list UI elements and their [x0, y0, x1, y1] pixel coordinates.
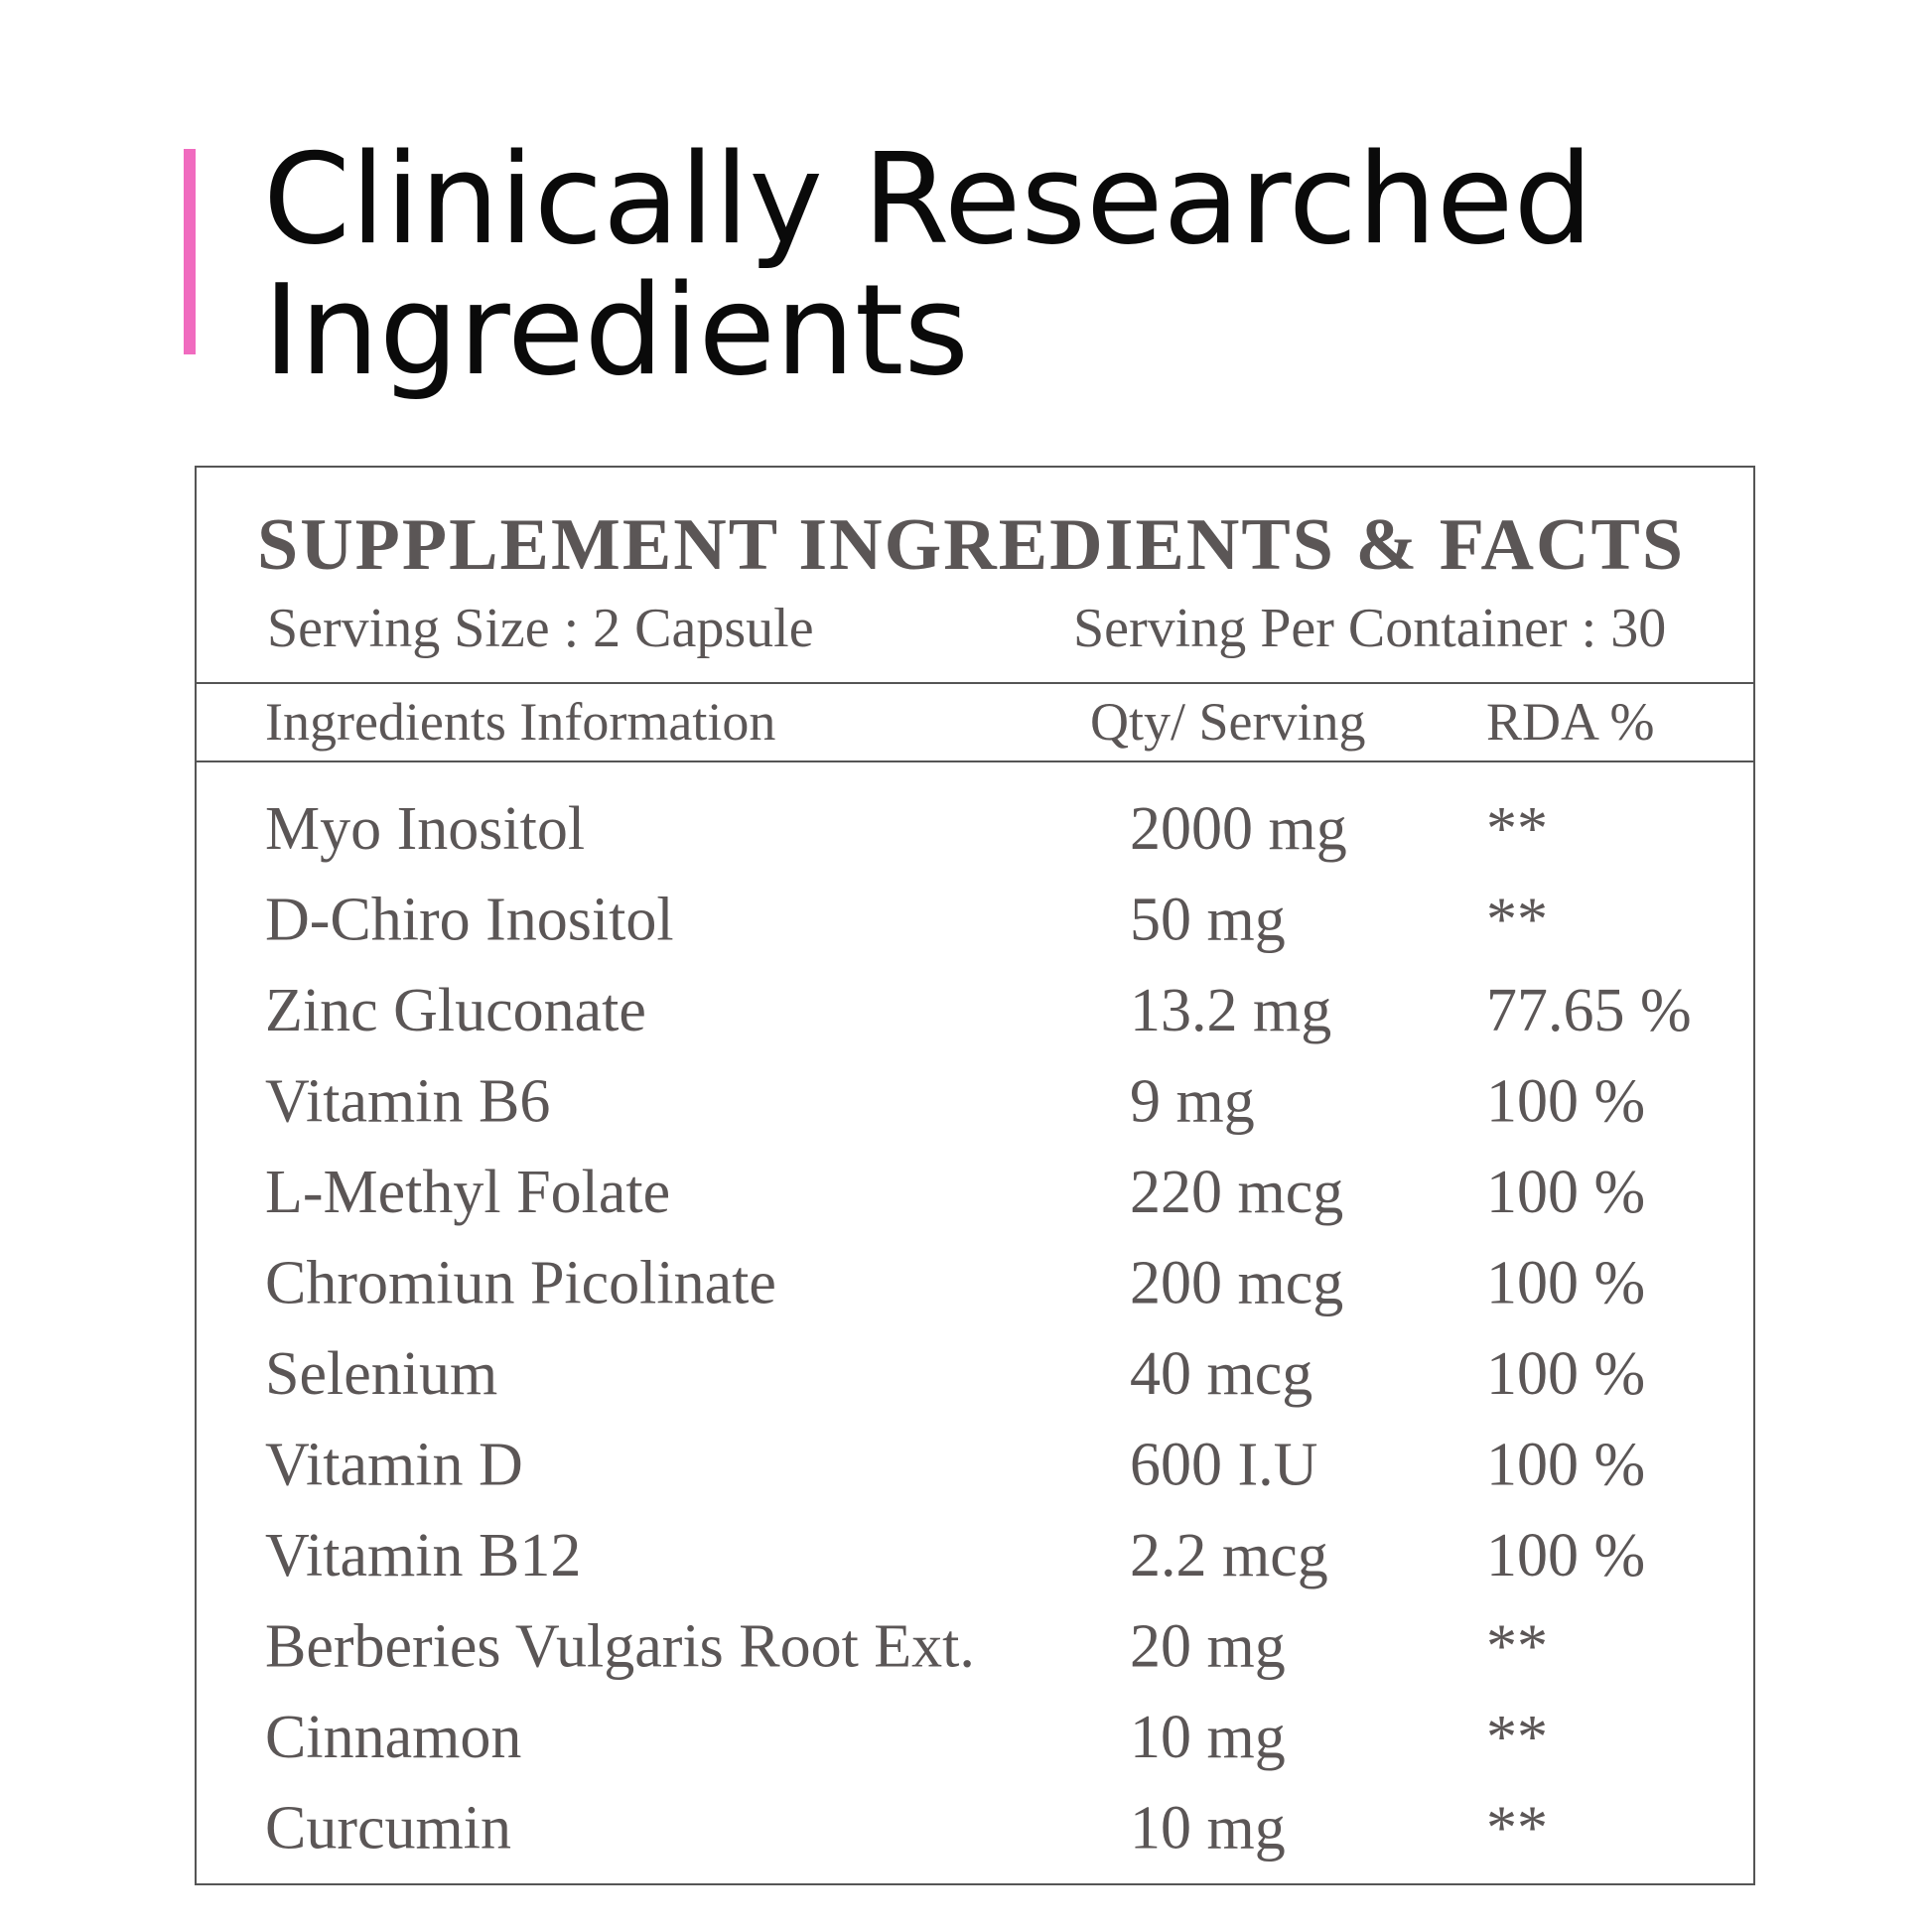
ingredient-rda: 100 %	[1486, 1250, 1645, 1317]
ingredient-qty: 10 mg	[1130, 1704, 1286, 1771]
column-header: Qty/ Serving	[1090, 692, 1366, 752]
ingredient-qty: 50 mg	[1130, 887, 1286, 954]
ingredient-rda: **	[1486, 1613, 1548, 1681]
ingredient-name: Vitamin D	[265, 1432, 523, 1499]
ingredient-rda: 100 %	[1486, 1159, 1645, 1226]
ingredient-rda: 100 %	[1486, 1068, 1645, 1136]
title-line: Ingredients	[263, 257, 969, 403]
ingredient-rda: **	[1486, 1795, 1548, 1863]
ingredient-qty: 220 mcg	[1130, 1159, 1343, 1226]
ingredient-qty: 2.2 mcg	[1130, 1522, 1328, 1589]
ingredient-name: Chromiun Picolinate	[265, 1250, 776, 1317]
ingredient-name: L-Methyl Folate	[265, 1159, 670, 1226]
ingredient-qty: 600 I.U	[1130, 1432, 1317, 1499]
servings-per-container: Serving Per Container : 30	[1073, 598, 1666, 659]
ingredient-rows: Myo Inositol 2000 mg ** D-Chiro Inositol 50 …	[265, 795, 1692, 1863]
serving-size: Serving Size : 2 Capsule	[267, 598, 814, 659]
facts-box	[195, 466, 1755, 1885]
ingredient-qty: 2000 mg	[1130, 795, 1347, 863]
ingredient-name: Vitamin B12	[265, 1522, 581, 1589]
ingredient-qty: 20 mg	[1130, 1613, 1286, 1681]
ingredient-qty: 13.2 mg	[1130, 977, 1331, 1044]
ingredient-rda: 100 %	[1486, 1340, 1645, 1408]
ingredient-name: Selenium	[265, 1340, 497, 1408]
ingredient-qty: 40 mcg	[1130, 1340, 1312, 1408]
ingredient-qty: 200 mcg	[1130, 1250, 1343, 1317]
title-line: Clinically Researched	[263, 126, 1592, 272]
ingredient-name: D-Chiro Inositol	[265, 887, 674, 954]
accent-bar	[184, 149, 196, 354]
ingredient-rda: **	[1486, 795, 1548, 863]
ingredient-rda: 100 %	[1486, 1432, 1645, 1499]
ingredient-qty: 9 mg	[1130, 1068, 1255, 1136]
ingredient-name: Vitamin B6	[265, 1068, 550, 1136]
ingredient-name: Zinc Gluconate	[265, 977, 646, 1044]
table-title: SUPPLEMENT INGREDIENTS & FACTS	[257, 504, 1683, 586]
ingredient-name: Curcumin	[265, 1795, 511, 1863]
ingredient-name: Berberies Vulgaris Root Ext.	[265, 1613, 975, 1681]
ingredient-rda: 100 %	[1486, 1522, 1645, 1589]
column-header: Ingredients Information	[265, 692, 775, 752]
ingredient-name: Myo Inositol	[265, 795, 585, 863]
column-header: RDA %	[1486, 692, 1655, 752]
ingredient-rda: 77.65 %	[1486, 977, 1692, 1044]
ingredient-qty: 10 mg	[1130, 1795, 1286, 1863]
ingredient-name: Cinnamon	[265, 1704, 521, 1771]
ingredient-rda: **	[1486, 1704, 1548, 1771]
ingredient-rda: **	[1486, 887, 1548, 954]
